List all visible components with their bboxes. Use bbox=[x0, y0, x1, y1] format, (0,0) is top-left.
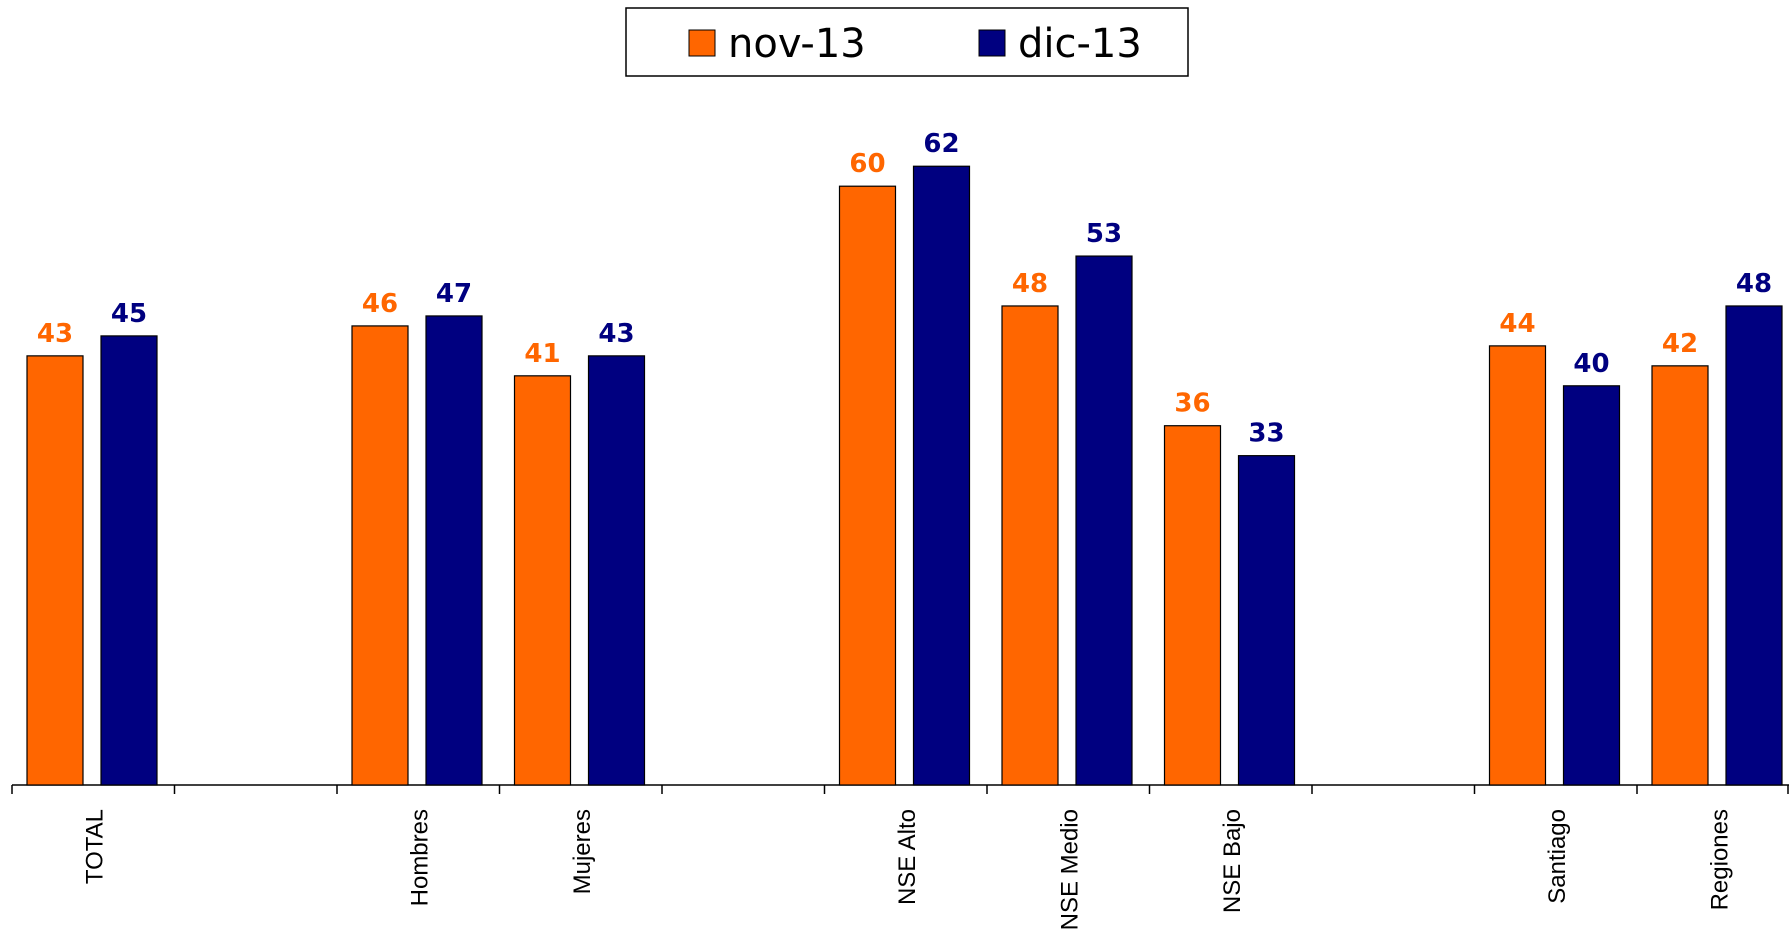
tick-label-nse-alto: NSE Alto bbox=[894, 809, 921, 905]
data-label-dic-13-regiones: 48 bbox=[1736, 269, 1772, 299]
bar-dic-13-hombres bbox=[425, 315, 483, 786]
tick-label-nse-medio: NSE Medio bbox=[1056, 809, 1083, 930]
bar-nov-13-mujeres bbox=[513, 375, 572, 786]
legend: nov-13 dic-13 bbox=[625, 7, 1189, 77]
data-label-dic-13-mujeres: 43 bbox=[598, 319, 634, 349]
bar-nov-13-nse-bajo bbox=[1163, 425, 1222, 786]
tick-label-nse-bajo: NSE Bajo bbox=[1219, 809, 1246, 913]
data-label-nov-13-nse-alto: 60 bbox=[849, 149, 885, 179]
legend-label-dic-13: dic-13 bbox=[1018, 21, 1142, 67]
bar-dic-13-santiago bbox=[1562, 385, 1621, 786]
bar-nov-13-regiones bbox=[1651, 365, 1709, 786]
data-label-nov-13-nse-bajo: 36 bbox=[1174, 389, 1210, 419]
data-label-dic-13-nse-alto: 62 bbox=[923, 129, 959, 159]
legend-label-nov-13: nov-13 bbox=[728, 21, 866, 67]
tick-label-total: TOTAL bbox=[81, 809, 108, 884]
bar-dic-13-nse-alto bbox=[912, 165, 971, 786]
data-label-nov-13-mujeres: 41 bbox=[524, 339, 560, 369]
data-label-dic-13-nse-medio: 53 bbox=[1086, 219, 1122, 249]
bar-nov-13-santiago bbox=[1488, 345, 1547, 786]
data-label-nov-13-total: 43 bbox=[37, 319, 73, 349]
bar-nov-13-nse-medio bbox=[1001, 305, 1059, 786]
tick-label-hombres: Hombres bbox=[406, 809, 433, 906]
data-label-nov-13-nse-medio: 48 bbox=[1012, 269, 1048, 299]
tick-label-regiones: Regiones bbox=[1706, 809, 1733, 910]
bar-dic-13-total bbox=[100, 335, 158, 786]
bar-nov-13-nse-alto bbox=[838, 185, 897, 786]
legend-box bbox=[625, 7, 1189, 77]
bar-dic-13-nse-medio bbox=[1075, 255, 1133, 786]
data-label-dic-13-total: 45 bbox=[111, 299, 147, 329]
legend-swatch-dic-13 bbox=[978, 29, 1006, 57]
tick-label-mujeres: Mujeres bbox=[569, 809, 596, 894]
data-label-nov-13-santiago: 44 bbox=[1499, 309, 1535, 339]
bar-dic-13-mujeres bbox=[587, 355, 646, 786]
data-label-nov-13-hombres: 46 bbox=[362, 289, 398, 319]
legend-swatch-nov-13 bbox=[688, 29, 716, 57]
data-label-dic-13-nse-bajo: 33 bbox=[1248, 419, 1284, 449]
bar-nov-13-total bbox=[26, 355, 84, 786]
bar-dic-13-nse-bajo bbox=[1237, 455, 1296, 786]
bar-nov-13-hombres bbox=[351, 325, 409, 786]
bar-dic-13-regiones bbox=[1725, 305, 1783, 786]
plot-area: 43 45 TOTAL 46 47 Hombres 41 43 Mujeres 60 62 NSE A… bbox=[11, 129, 1789, 930]
tick-label-santiago: Santiago bbox=[1544, 809, 1571, 904]
data-label-nov-13-regiones: 42 bbox=[1662, 329, 1698, 359]
data-label-dic-13-hombres: 47 bbox=[436, 279, 472, 309]
data-label-dic-13-santiago: 40 bbox=[1573, 349, 1609, 379]
